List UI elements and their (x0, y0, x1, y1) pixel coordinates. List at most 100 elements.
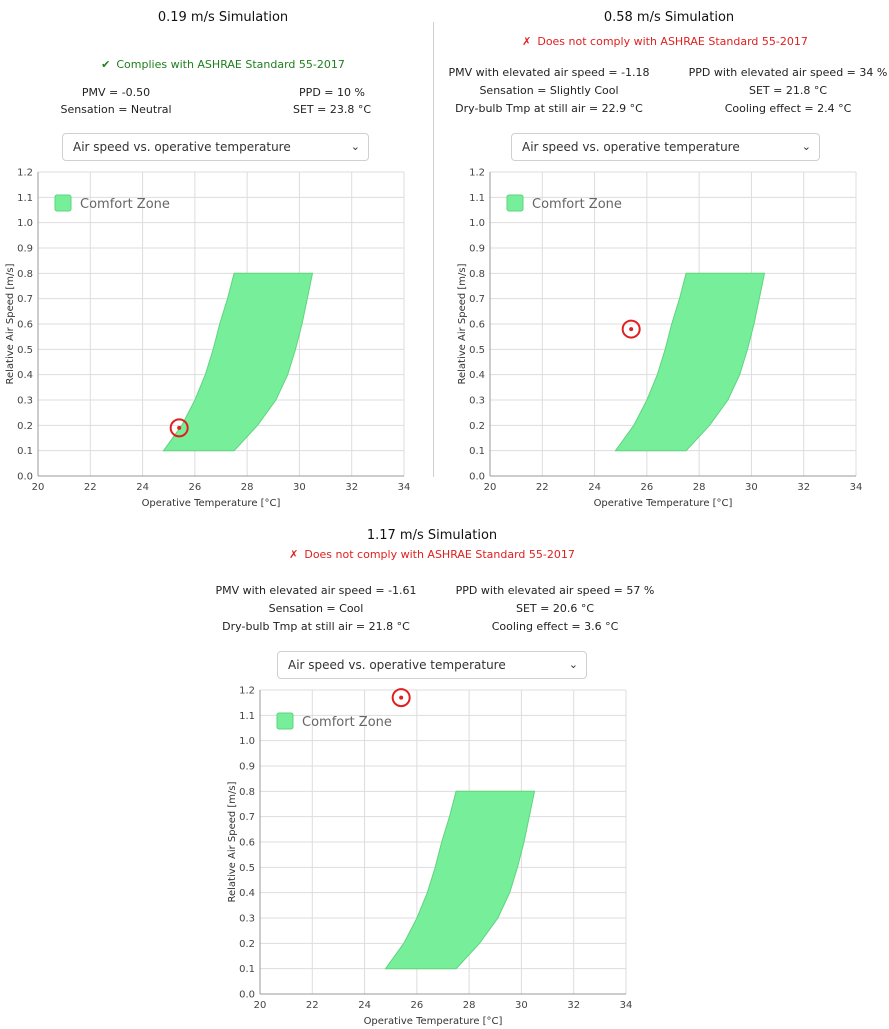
select-value: Air speed vs. operative temperature (73, 140, 291, 154)
y-tick-label: 0.5 (469, 345, 485, 356)
x-tick-label: 20 (32, 482, 45, 493)
x-tick-label: 26 (188, 482, 201, 493)
y-tick-label: 1.2 (469, 168, 485, 179)
cross-icon: ✗ (289, 548, 299, 561)
y-tick-label: 0.6 (239, 838, 255, 849)
y-tick-label: 0.2 (17, 421, 33, 432)
panel-2-metric-set: SET = 21.8 °C (748, 84, 828, 97)
x-tick-label: 34 (620, 1000, 633, 1011)
y-tick-label: 0.1 (239, 964, 255, 975)
y-tick-label: 0.5 (17, 345, 33, 356)
check-icon: ✔ (101, 58, 111, 71)
panel-3-metric-ppd: PPD with elevated air speed = 57 % (455, 584, 655, 597)
legend-swatch (276, 712, 294, 730)
x-tick-label: 32 (797, 482, 810, 493)
operating-point-ring (391, 688, 411, 708)
panel-2-metric-drybulb: Dry-bulb Tmp at still air = 22.9 °C (455, 102, 643, 115)
operating-point-ring (169, 418, 189, 438)
y-tick-label: 0.2 (239, 939, 255, 950)
panel-2-title: 0.58 m/s Simulation (603, 10, 735, 25)
y-tick-label: 1.1 (239, 711, 255, 722)
panel-3-chart-select[interactable]: Air speed vs. operative temperature ⌄ (277, 651, 587, 679)
panel-1-metric-set: SET = 23.8 °C (292, 103, 372, 116)
y-tick-label: 1.0 (239, 736, 255, 747)
x-tick-label: 28 (693, 482, 706, 493)
operating-point (399, 695, 404, 700)
y-tick-label: 1.1 (469, 193, 485, 204)
x-tick-label: 30 (515, 1000, 528, 1011)
y-tick-label: 0.4 (469, 370, 485, 381)
panel-3-chart: 20 22 24 26 28 30 32 34 0.0 0.1 0.2 0.3 0.4 0.5 0.6 0.7… (227, 686, 633, 1028)
y-tick-label: 0.0 (239, 990, 255, 1001)
compliance-text: Does not comply with ASHRAE Standard 55-… (304, 548, 575, 561)
x-axis-label: Operative Temperature [°C] (594, 498, 733, 509)
chevron-down-icon: ⌄ (801, 140, 811, 153)
x-tick-label: 26 (410, 1000, 423, 1011)
legend-label: Comfort Zone (80, 197, 170, 212)
comfort-zone-area (384, 790, 536, 970)
x-tick-label: 32 (567, 1000, 580, 1011)
legend-label: Comfort Zone (532, 197, 622, 212)
select-value: Air speed vs. operative temperature (288, 658, 506, 672)
panel-1-title: 0.19 m/s Simulation (157, 10, 289, 25)
panel-2-metric-sensation: Sensation = Slightly Cool (479, 84, 619, 97)
x-tick-label: 28 (241, 482, 254, 493)
comfort-zone-area (614, 272, 766, 452)
y-tick-label: 0.0 (17, 472, 33, 483)
x-tick-label: 24 (588, 482, 601, 493)
panel-2-chart: 20 22 24 26 28 30 32 34 0.0 0.1 0.2 0.3 0.4 0.5 0.6 0.7… (457, 168, 862, 510)
comfort-zone-area (162, 272, 314, 452)
panel-3-metric-set: SET = 20.6 °C (515, 602, 595, 615)
panel-3-metric-pmv: PMV with elevated air speed = -1.61 (215, 584, 417, 597)
y-tick-label: 0.8 (17, 269, 33, 280)
x-tick-label: 30 (293, 482, 306, 493)
compliance-text: Complies with ASHRAE Standard 55-2017 (116, 58, 345, 71)
x-tick-label: 22 (306, 1000, 319, 1011)
operating-point-ring (621, 319, 641, 339)
y-tick-label: 1.2 (239, 686, 255, 697)
x-tick-label: 22 (84, 482, 97, 493)
panel-3-title: 1.17 m/s Simulation (366, 528, 498, 543)
legend-swatch (54, 194, 72, 212)
cross-icon: ✗ (522, 35, 532, 48)
panel-3-compliance-status: ✗ Does not comply with ASHRAE Standard 55… (289, 548, 575, 561)
x-tick-label: 26 (640, 482, 653, 493)
panel-1-chart-select[interactable]: Air speed vs. operative temperature ⌄ (62, 133, 369, 161)
x-tick-label: 28 (463, 1000, 476, 1011)
y-tick-label: 0.9 (239, 762, 255, 773)
y-tick-label: 0.7 (469, 294, 485, 305)
y-tick-label: 0.7 (239, 812, 255, 823)
y-tick-label: 0.1 (17, 446, 33, 457)
y-tick-label: 0.4 (239, 888, 255, 899)
y-tick-label: 0.6 (469, 320, 485, 331)
panel-3-metric-sensation: Sensation = Cool (268, 602, 364, 615)
y-tick-label: 1.0 (469, 218, 485, 229)
panel-2-metric-ppd: PPD with elevated air speed = 34 % (688, 66, 888, 79)
legend-label: Comfort Zone (302, 715, 392, 730)
select-value: Air speed vs. operative temperature (522, 140, 740, 154)
y-tick-label: 0.9 (17, 244, 33, 255)
panel-1-compliance-status: ✔ Complies with ASHRAE Standard 55-2017 (101, 58, 345, 71)
y-tick-label: 1.0 (17, 218, 33, 229)
y-tick-label: 0.4 (17, 370, 33, 381)
operating-point (629, 327, 634, 332)
chevron-down-icon: ⌄ (568, 658, 578, 671)
y-tick-label: 0.8 (469, 269, 485, 280)
operating-point (177, 425, 182, 430)
x-tick-label: 34 (398, 482, 411, 493)
panel-2-chart-select[interactable]: Air speed vs. operative temperature ⌄ (511, 133, 820, 161)
panel-1-metric-pmv: PMV = -0.50 (81, 86, 151, 99)
x-tick-label: 24 (136, 482, 149, 493)
x-tick-label: 20 (254, 1000, 267, 1011)
compliance-text: Does not comply with ASHRAE Standard 55-… (537, 35, 808, 48)
panel-3-metric-drybulb: Dry-bulb Tmp at still air = 21.8 °C (222, 620, 410, 633)
x-axis-label: Operative Temperature [°C] (364, 1016, 503, 1027)
x-tick-label: 32 (345, 482, 358, 493)
y-tick-label: 0.7 (17, 294, 33, 305)
panel-divider (433, 22, 434, 477)
y-tick-label: 0.3 (17, 396, 33, 407)
panel-2-compliance-status: ✗ Does not comply with ASHRAE Standard 55… (522, 35, 808, 48)
panel-1-metric-ppd: PPD = 10 % (299, 86, 365, 99)
panel-2-metric-cooling: Cooling effect = 2.4 °C (724, 102, 852, 115)
y-tick-label: 0.5 (239, 863, 255, 874)
